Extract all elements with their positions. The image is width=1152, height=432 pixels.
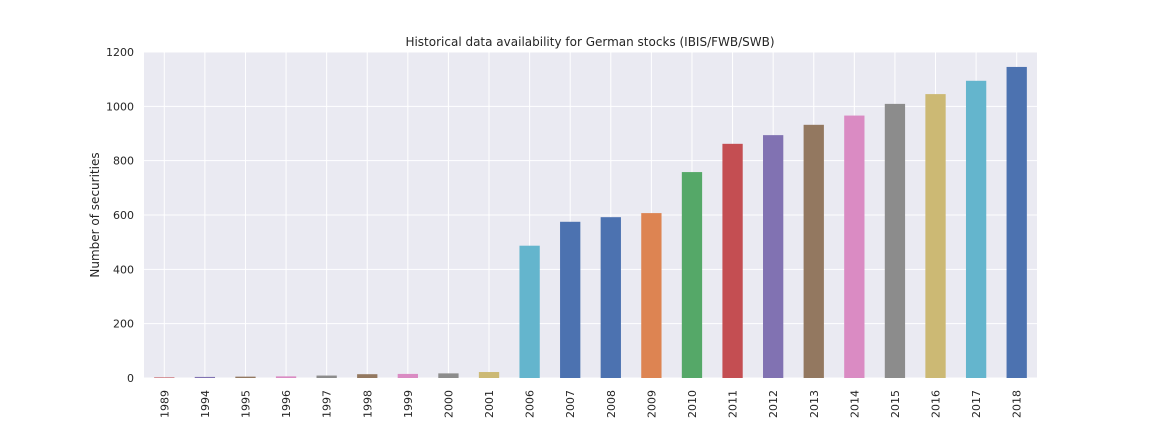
x-tick-label: 2008	[605, 390, 618, 418]
bar-2008	[600, 217, 621, 378]
x-tick-label: 1994	[199, 390, 212, 418]
bar-1995	[235, 376, 256, 378]
bar-1997	[316, 375, 337, 378]
x-tick-label: 1996	[280, 390, 293, 418]
bar-2017	[965, 80, 987, 379]
y-tick-label: 0	[127, 372, 134, 385]
bars	[154, 66, 1027, 379]
bar-2012	[763, 135, 784, 378]
bar-1989	[154, 377, 175, 378]
x-tick-label: 2007	[564, 390, 577, 418]
bar-2016	[925, 94, 946, 378]
bar-2018	[1006, 66, 1027, 379]
x-tick-label: 2012	[767, 390, 780, 418]
bar-1996	[275, 376, 297, 378]
x-tick-label: 1999	[402, 390, 415, 418]
x-tick-label: 2009	[645, 390, 658, 418]
bar-2014	[844, 115, 865, 378]
bar-2013	[803, 124, 824, 378]
y-tick-label: 800	[113, 155, 134, 168]
x-tick-label: 2010	[686, 390, 699, 418]
x-tick-label: 2016	[930, 390, 943, 418]
y-tick-label: 1000	[106, 100, 134, 113]
x-tick-label: 2001	[483, 390, 496, 418]
bar-2011	[722, 143, 743, 378]
bar-2009	[641, 213, 662, 378]
x-tick-label: 2006	[524, 390, 537, 418]
bar-1994	[194, 376, 216, 378]
bar-1999	[397, 373, 418, 378]
y-axis: 0 200 400 600 800 1000 1200	[106, 46, 134, 385]
x-tick-label: 2000	[442, 390, 455, 418]
y-tick-label: 1200	[106, 46, 134, 59]
x-tick-label: 2017	[970, 390, 983, 418]
bar-2010	[681, 172, 703, 378]
x-tick-label: 1989	[158, 390, 171, 418]
y-tick-label: 400	[113, 263, 134, 276]
bar-2001	[478, 372, 500, 378]
x-tick-label: 2018	[1011, 390, 1024, 418]
bar-2006	[519, 245, 540, 378]
y-axis-label: Number of securities	[88, 152, 102, 277]
x-tick-label: 2011	[727, 390, 740, 418]
bar-2000	[438, 373, 459, 378]
bar-2015	[884, 103, 906, 378]
chart-title: Historical data availability for German …	[405, 35, 774, 49]
y-tick-label: 600	[113, 209, 134, 222]
x-tick-label: 2014	[848, 390, 861, 418]
x-tick-label: 1997	[321, 390, 334, 418]
bar-2007	[560, 221, 581, 378]
x-tick-label: 2013	[808, 390, 821, 418]
y-tick-label: 200	[113, 318, 134, 331]
x-tick-label: 2015	[889, 390, 902, 418]
x-tick-label: 1995	[239, 390, 252, 418]
x-tick-label: 1998	[361, 390, 374, 418]
bar-1998	[357, 374, 378, 378]
x-axis: 1989 1994 1995 1996 1997 1998 1999 2000 2001 2006…	[158, 390, 1023, 418]
